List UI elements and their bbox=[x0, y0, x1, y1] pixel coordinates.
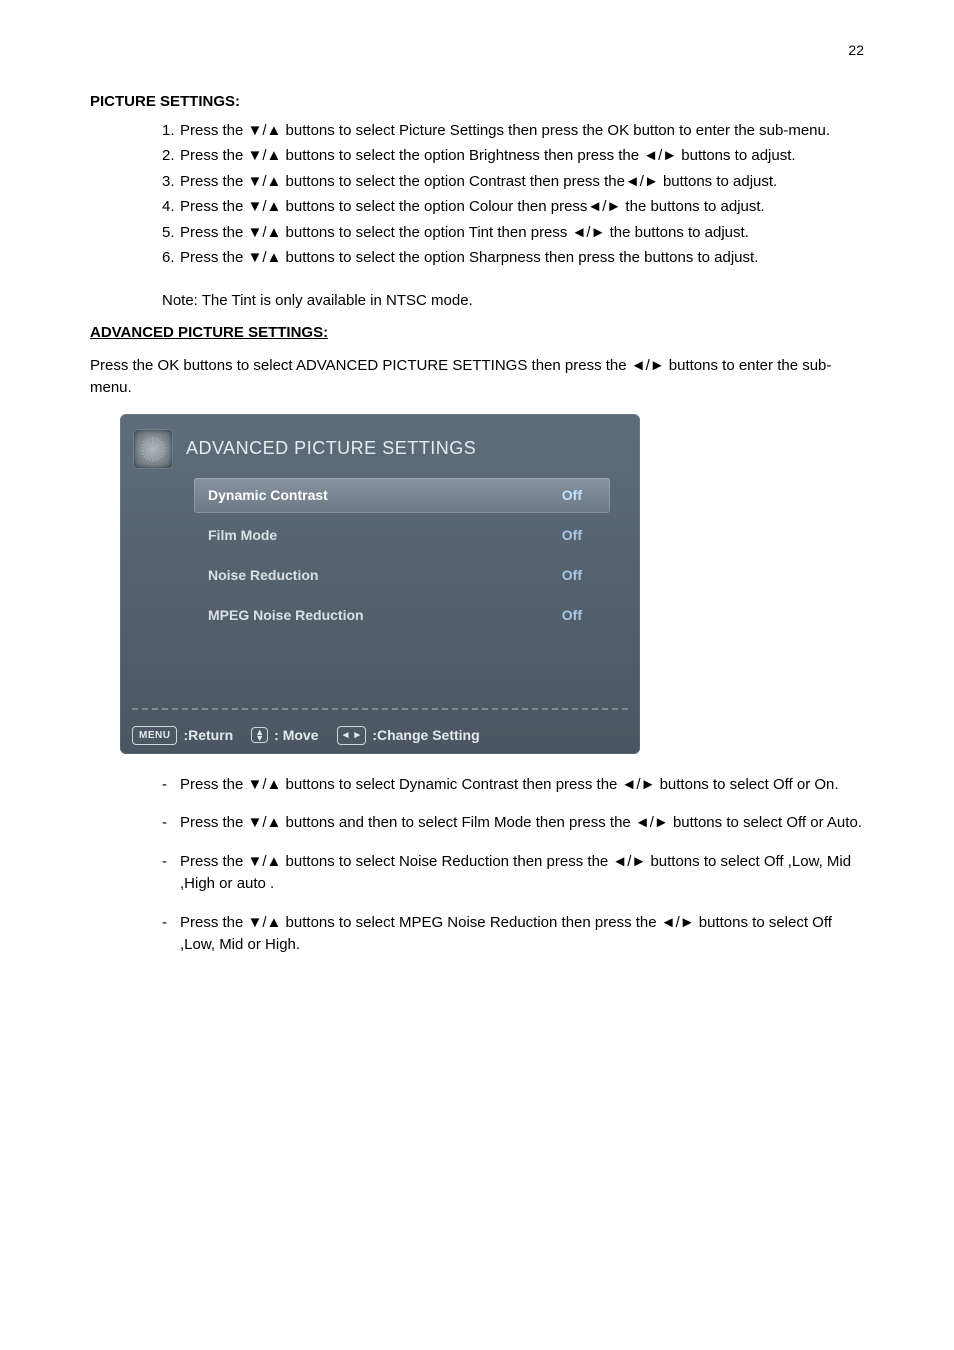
osd-row-value: Off bbox=[562, 525, 582, 546]
step-text: Press the ▼/▲ buttons to select the opti… bbox=[180, 249, 758, 266]
step-text: Press the ▼/▲ buttons to select the opti… bbox=[180, 147, 796, 164]
step-text: Press the ▼/▲ buttons and then to select… bbox=[180, 814, 862, 831]
osd-row-dynamic-contrast[interactable]: Dynamic Contrast Off bbox=[194, 478, 610, 513]
advanced-settings-intro: Press the OK buttons to select ADVANCED … bbox=[90, 355, 864, 400]
osd-row-value: Off bbox=[562, 485, 582, 506]
page-number: 22 bbox=[90, 40, 864, 61]
step-text: Press the ▼/▲ buttons to select Noise Re… bbox=[180, 853, 851, 893]
step-text: Press the ▼/▲ buttons to select the opti… bbox=[180, 224, 749, 241]
osd-list: Dynamic Contrast Off Film Mode Off Noise… bbox=[194, 478, 610, 633]
step-num: 1. bbox=[162, 120, 175, 143]
bullet-dash: - bbox=[162, 774, 167, 797]
picture-settings-note: Note: The Tint is only available in NTSC… bbox=[162, 290, 864, 313]
osd-header: ADVANCED PICTURE SETTINGS bbox=[132, 424, 628, 478]
osd-row-value: Off bbox=[562, 565, 582, 586]
step-text: Press the ▼/▲ buttons to select MPEG Noi… bbox=[180, 914, 832, 954]
picture-settings-title: PICTURE SETTINGS: bbox=[90, 91, 864, 114]
picture-category-icon bbox=[134, 430, 172, 468]
step-num: 6. bbox=[162, 247, 175, 270]
step-text: Press the ▼/▲ buttons to select Picture … bbox=[180, 122, 830, 139]
osd-row-label: MPEG Noise Reduction bbox=[208, 605, 364, 626]
osd-row-film-mode[interactable]: Film Mode Off bbox=[194, 518, 610, 553]
step-num: 5. bbox=[162, 222, 175, 245]
step-num: 3. bbox=[162, 171, 175, 194]
osd-title: ADVANCED PICTURE SETTINGS bbox=[186, 435, 476, 462]
advanced-settings-title: ADVANCED PICTURE SETTINGS: bbox=[90, 322, 864, 345]
osd-divider bbox=[132, 708, 628, 710]
bullet-dash: - bbox=[162, 912, 167, 935]
bullet-dash: - bbox=[162, 812, 167, 835]
nav-updown-icon: ▲▼ bbox=[251, 727, 268, 744]
step-num: 4. bbox=[162, 196, 175, 219]
osd-row-value: Off bbox=[562, 605, 582, 626]
step-num: 2. bbox=[162, 145, 175, 168]
advanced-steps: -Press the ▼/▲ buttons to select Dynamic… bbox=[90, 774, 864, 957]
step-text: Press the ▼/▲ buttons to select the opti… bbox=[180, 173, 777, 190]
osd-footer: MENU :Return ▲▼ : Move ◄► :Change Settin… bbox=[132, 725, 628, 746]
osd-footer-change: :Change Setting bbox=[372, 725, 479, 746]
step-text: Press the ▼/▲ buttons to select the opti… bbox=[180, 198, 765, 215]
picture-settings-steps: 1. Press the ▼/▲ buttons to select Pictur… bbox=[90, 120, 864, 270]
osd-panel: ADVANCED PICTURE SETTINGS Dynamic Contra… bbox=[120, 414, 640, 754]
osd-row-noise-reduction[interactable]: Noise Reduction Off bbox=[194, 558, 610, 593]
osd-footer-move: : Move bbox=[274, 725, 318, 746]
step-text: Press the ▼/▲ buttons to select Dynamic … bbox=[180, 776, 839, 793]
osd-row-label: Film Mode bbox=[208, 525, 277, 546]
osd-row-label: Dynamic Contrast bbox=[208, 485, 328, 506]
bullet-dash: - bbox=[162, 851, 167, 874]
nav-leftright-icon: ◄► bbox=[337, 726, 367, 745]
osd-row-label: Noise Reduction bbox=[208, 565, 318, 586]
osd-footer-return: :Return bbox=[183, 725, 233, 746]
menu-button-icon: MENU bbox=[132, 726, 177, 745]
osd-row-mpeg-noise-reduction[interactable]: MPEG Noise Reduction Off bbox=[194, 598, 610, 633]
